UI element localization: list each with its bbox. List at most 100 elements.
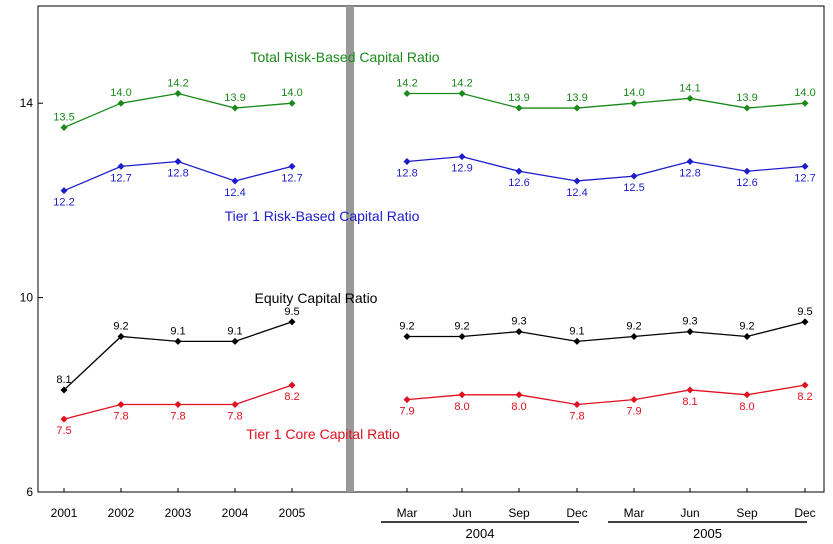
data-label: 9.2 — [626, 320, 641, 332]
data-label: 14.1 — [679, 82, 700, 94]
x-tick-label: 2003 — [165, 506, 192, 520]
x-tick-label: Dec — [566, 506, 587, 520]
data-label: 7.5 — [56, 425, 71, 437]
data-point — [61, 187, 68, 194]
data-point — [459, 153, 466, 160]
data-point — [687, 95, 694, 102]
data-label: 9.3 — [682, 316, 697, 328]
data-label: 8.1 — [56, 374, 71, 386]
data-label: 14.2 — [451, 77, 472, 89]
axes: 6 10 14 — [20, 6, 824, 499]
data-label: 8.2 — [284, 391, 299, 403]
data-label: 7.8 — [113, 411, 128, 423]
series-labels: 13.5 14.0 14.2 13.9 14.0 14.2 14.2 13.9 13.9 14.0… — [53, 49, 815, 442]
data-label: 13.5 — [53, 112, 74, 124]
data-point — [61, 416, 68, 423]
data-point — [175, 338, 182, 345]
year-label: 2004 — [466, 526, 495, 541]
data-label: 12.6 — [508, 177, 529, 189]
data-point — [574, 105, 581, 112]
data-point — [574, 401, 581, 408]
data-point — [118, 163, 125, 170]
data-point — [289, 100, 296, 107]
x-tick-label: Mar — [624, 506, 645, 520]
data-point — [516, 328, 523, 335]
data-label: 12.4 — [566, 187, 587, 199]
x-tick-label: Jun — [680, 506, 699, 520]
data-point — [802, 382, 809, 389]
data-label: 14.0 — [794, 87, 815, 99]
data-label: 12.8 — [396, 168, 417, 180]
series-lines — [61, 90, 809, 423]
series-name-label: Tier 1 Risk-Based Capital Ratio — [225, 208, 420, 224]
data-label: 8.0 — [454, 401, 469, 413]
data-point — [404, 158, 411, 165]
data-point — [175, 158, 182, 165]
data-label: 13.9 — [566, 92, 587, 104]
data-point — [687, 328, 694, 335]
x-tick-label: Mar — [397, 506, 418, 520]
data-point — [232, 338, 239, 345]
data-label: 14.0 — [623, 87, 644, 99]
data-label: 12.7 — [281, 172, 302, 184]
data-label: 9.5 — [284, 306, 299, 318]
data-label: 14.0 — [110, 87, 131, 99]
data-label: 9.2 — [399, 320, 414, 332]
x-tick-label: Jun — [452, 506, 471, 520]
series-name-label: Equity Capital Ratio — [255, 290, 378, 306]
data-point — [744, 105, 751, 112]
y-tick-label: 6 — [26, 485, 33, 499]
data-point — [232, 177, 239, 184]
data-label: 9.3 — [511, 316, 526, 328]
x-tick-label: 2002 — [108, 506, 135, 520]
data-point — [61, 124, 68, 131]
data-point — [232, 105, 239, 112]
data-label: 9.2 — [454, 320, 469, 332]
y-tick-label: 14 — [20, 96, 34, 110]
data-label: 14.2 — [396, 77, 417, 89]
section-separator — [346, 6, 354, 492]
year-label: 2005 — [693, 526, 722, 541]
data-point — [516, 168, 523, 175]
data-label: 12.9 — [451, 163, 472, 175]
data-label: 7.8 — [227, 411, 242, 423]
data-label: 12.8 — [679, 168, 700, 180]
series-line-total-annual — [64, 93, 292, 127]
x-tick-label: Sep — [508, 506, 530, 520]
data-label: 14.0 — [281, 87, 302, 99]
data-point — [574, 338, 581, 345]
data-label: 9.1 — [170, 325, 185, 337]
plot-frame — [38, 6, 824, 492]
data-label: 9.2 — [113, 320, 128, 332]
x-tick-label: 2001 — [51, 506, 78, 520]
data-label: 12.4 — [224, 187, 245, 199]
data-point — [459, 333, 466, 340]
data-point — [574, 177, 581, 184]
data-point — [118, 100, 125, 107]
data-label: 12.7 — [110, 172, 131, 184]
data-point — [232, 401, 239, 408]
data-label: 8.0 — [739, 401, 754, 413]
data-label: 9.1 — [227, 325, 242, 337]
data-label: 9.5 — [797, 306, 812, 318]
x-tick-label: 2005 — [279, 506, 306, 520]
data-point — [744, 168, 751, 175]
data-label: 12.7 — [794, 172, 815, 184]
data-label: 8.1 — [682, 396, 697, 408]
data-point — [175, 401, 182, 408]
data-label: 12.5 — [623, 182, 644, 194]
data-point — [175, 90, 182, 97]
data-point — [631, 396, 638, 403]
data-point — [289, 318, 296, 325]
data-label: 8.2 — [797, 391, 812, 403]
data-point — [744, 391, 751, 398]
data-label: 8.0 — [511, 401, 526, 413]
data-point — [404, 90, 411, 97]
x-tick-label: 2004 — [222, 506, 249, 520]
data-point — [289, 163, 296, 170]
data-point — [687, 386, 694, 393]
series-name-label: Total Risk-Based Capital Ratio — [250, 49, 439, 65]
data-label: 9.2 — [739, 320, 754, 332]
data-label: 14.2 — [167, 77, 188, 89]
data-point — [802, 100, 809, 107]
